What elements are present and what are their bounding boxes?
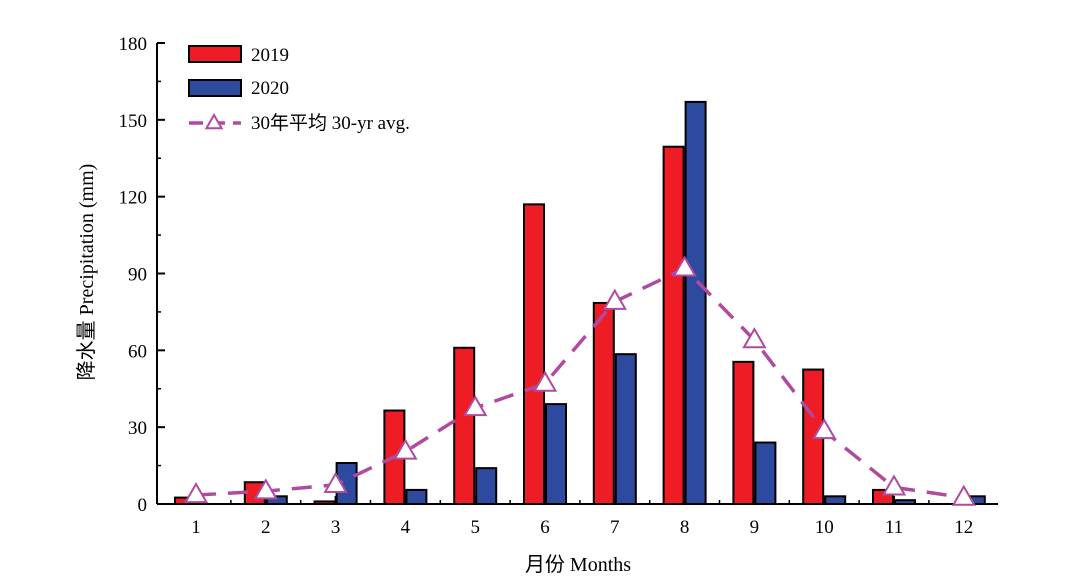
avg-point <box>532 370 558 392</box>
avg-point <box>393 438 418 460</box>
avg-point <box>253 478 278 500</box>
avg-point <box>881 474 907 496</box>
x-tick-label: 2 <box>261 517 271 538</box>
bar-2020 <box>614 353 637 505</box>
legend-label-2019: 2019 <box>251 45 289 66</box>
y-tick-label: 120 <box>119 188 148 209</box>
bar-2020 <box>894 499 916 505</box>
bar-2020 <box>405 488 428 505</box>
avg-point <box>672 255 697 277</box>
bar-2020 <box>824 495 847 506</box>
avg-point <box>323 471 348 493</box>
legend-label-2020: 2020 <box>251 78 289 99</box>
x-tick-label: 11 <box>885 517 903 538</box>
legend: 2019 2020 30年平均 30-yr avg. <box>188 45 410 134</box>
series-2020-bars <box>265 100 986 506</box>
y-tick-label: 180 <box>119 34 148 55</box>
avg-point <box>463 394 488 417</box>
x-tick-label: 5 <box>470 517 480 538</box>
y-tick-label: 60 <box>128 341 147 362</box>
x-tick-label: 8 <box>680 517 690 538</box>
x-tick-label: 12 <box>954 517 973 538</box>
bar-2019 <box>453 346 476 505</box>
x-tick-label: 10 <box>815 517 834 538</box>
x-axis-title: 月份 Months <box>525 553 631 576</box>
legend-swatch-2020 <box>188 79 242 97</box>
bar-2019 <box>523 203 545 505</box>
avg-point <box>183 482 209 504</box>
y-axis-title: 降水量 Precipitation (mm) <box>75 164 98 381</box>
avg-point <box>812 418 837 440</box>
x-tick-label: 4 <box>401 517 411 538</box>
legend-marker-avg <box>204 112 224 130</box>
bar-2019 <box>592 301 615 506</box>
bar-2019 <box>662 145 685 505</box>
avg-line-path <box>195 266 965 500</box>
bar-2019 <box>313 500 336 506</box>
bar-2020 <box>265 495 288 506</box>
bar-2020 <box>754 441 777 505</box>
bar-2020 <box>684 100 707 506</box>
y-tick-label: 30 <box>128 418 147 439</box>
x-tick-label: 3 <box>331 517 341 538</box>
x-tick-label: 1 <box>191 517 201 538</box>
bar-2019 <box>732 360 755 505</box>
y-tick-label: 150 <box>119 111 148 132</box>
legend-swatch-2019 <box>188 45 242 63</box>
bar-2020 <box>475 467 498 505</box>
x-tick-label: 7 <box>610 517 620 538</box>
x-tick-label: 9 <box>750 517 760 538</box>
avg-point <box>951 484 976 506</box>
avg-point <box>742 327 767 349</box>
y-tick-label: 90 <box>128 265 147 286</box>
x-tick-label: 6 <box>540 517 550 538</box>
series-30yr-avg-line <box>183 255 976 506</box>
y-tick-label: 0 <box>138 495 148 516</box>
bar-2020 <box>545 403 567 505</box>
series-2019-bars <box>174 145 894 506</box>
avg-point <box>602 288 627 310</box>
legend-label-avg: 30年平均 30-yr avg. <box>251 112 410 134</box>
